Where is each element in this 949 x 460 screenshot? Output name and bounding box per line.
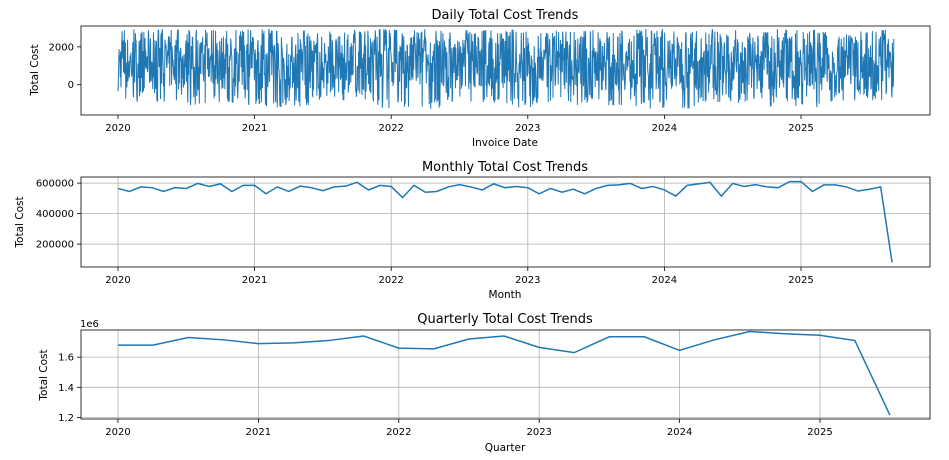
x-tick-label: 2025 [788, 275, 813, 286]
quarterly-plot-area [118, 330, 891, 416]
x-tick-label: 2021 [246, 427, 271, 438]
x-tick-label: 2023 [515, 123, 540, 134]
daily-chart: Daily Total Cost Trends 2020 2021 2022 2023… [29, 8, 931, 149]
y-tick-label: 400000 [36, 209, 74, 220]
y-tick-label: 600000 [36, 179, 74, 190]
y-tick-label: 2000 [49, 42, 74, 53]
y-tick-label: 0 [68, 80, 74, 91]
x-tick-label: 2021 [242, 123, 267, 134]
daily-x-ticks: 2020 2021 2022 2023 2024 2025 [105, 115, 814, 134]
daily-y-ticks: 0 2000 [49, 42, 81, 91]
daily-series-line [117, 28, 895, 109]
quarterly-x-label: Quarter [485, 442, 526, 454]
daily-y-label: Total Cost [29, 44, 41, 96]
monthly-y-ticks: 200000 400000 600000 [36, 179, 81, 251]
monthly-axes-frame [80, 176, 931, 268]
y-tick-label: 1.2 [58, 413, 74, 424]
x-tick-label: 2020 [105, 427, 130, 438]
daily-plot-area [117, 28, 895, 109]
quarterly-chart: Quarterly Total Cost Trends 1e6 2020 2021… [38, 312, 931, 454]
x-tick-label: 2024 [667, 427, 692, 438]
x-tick-label: 2024 [652, 275, 677, 286]
quarterly-title: Quarterly Total Cost Trends [417, 312, 593, 327]
x-tick-label: 2022 [378, 123, 403, 134]
x-tick-label: 2022 [378, 275, 403, 286]
y-tick-label: 1.6 [58, 353, 74, 364]
y-tick-label: 1.4 [58, 383, 74, 394]
x-tick-label: 2024 [652, 123, 677, 134]
monthly-y-label: Total Cost [14, 196, 26, 248]
quarterly-y-ticks: 1.2 1.4 1.6 [58, 353, 81, 424]
x-tick-label: 2025 [807, 427, 832, 438]
x-tick-label: 2020 [105, 123, 130, 134]
daily-title: Daily Total Cost Trends [432, 8, 579, 23]
y-tick-label: 200000 [36, 240, 74, 251]
monthly-series-line [117, 180, 893, 263]
x-tick-label: 2020 [105, 275, 130, 286]
monthly-x-label: Month [489, 289, 522, 301]
quarterly-grid [81, 330, 930, 419]
x-tick-label: 2023 [526, 427, 551, 438]
monthly-x-ticks: 2020 2021 2022 2023 2024 2025 [105, 267, 814, 286]
quarterly-scale-label: 1e6 [80, 319, 99, 330]
quarterly-x-ticks: 2020 2021 2022 2023 2024 2025 [105, 419, 833, 438]
x-tick-label: 2023 [515, 275, 540, 286]
quarterly-series-line [118, 330, 891, 416]
x-tick-label: 2022 [386, 427, 411, 438]
quarterly-y-label: Total Cost [38, 349, 50, 401]
x-tick-label: 2021 [242, 275, 267, 286]
monthly-title: Monthly Total Cost Trends [422, 160, 588, 175]
daily-axes-frame [80, 25, 931, 116]
daily-x-label: Invoice Date [472, 137, 538, 149]
monthly-plot-area [117, 180, 893, 263]
x-tick-label: 2025 [788, 123, 813, 134]
monthly-chart: Monthly Total Cost Trends 2020 2021 2022 20… [14, 160, 931, 301]
monthly-grid [81, 177, 930, 267]
quarterly-axes-frame [80, 329, 931, 420]
